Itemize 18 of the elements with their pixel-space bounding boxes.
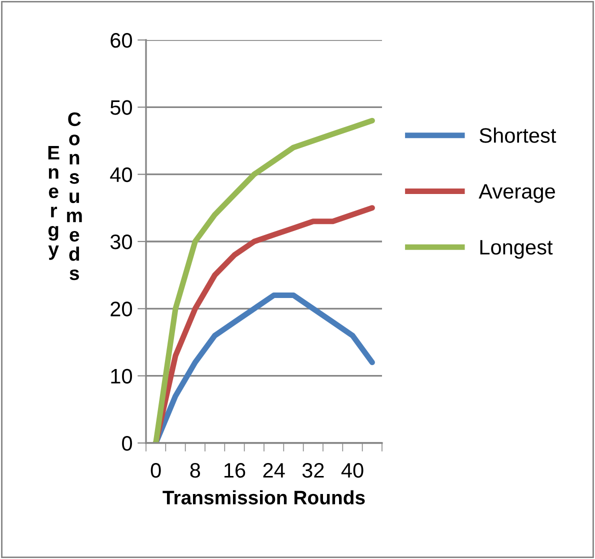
x-tick-label: 24 bbox=[263, 462, 285, 478]
y-tick-label: 0 bbox=[122, 436, 132, 451]
legend-label: Longest bbox=[480, 240, 553, 259]
legend-label: Shortest bbox=[480, 128, 556, 143]
x-tick-label: 32 bbox=[302, 462, 324, 478]
x-tick-label: 16 bbox=[224, 462, 246, 478]
legend-label: Average bbox=[478, 184, 555, 203]
y-tick-label: 20 bbox=[110, 302, 132, 316]
x-tick-label: 0 bbox=[150, 462, 161, 478]
x-tick-label: 40 bbox=[341, 462, 364, 478]
x-axis-title: Transmission Rounds bbox=[162, 490, 365, 504]
y-tick-label: 30 bbox=[110, 234, 132, 250]
y-tick-label: 60 bbox=[110, 33, 132, 48]
text: Energy Consumeds bbox=[48, 112, 82, 280]
y-tick-label: 10 bbox=[111, 368, 132, 384]
y-tick-label: 40 bbox=[110, 167, 132, 182]
y-tick-label: 50 bbox=[110, 100, 132, 115]
x-tick-label: 8 bbox=[190, 462, 200, 478]
